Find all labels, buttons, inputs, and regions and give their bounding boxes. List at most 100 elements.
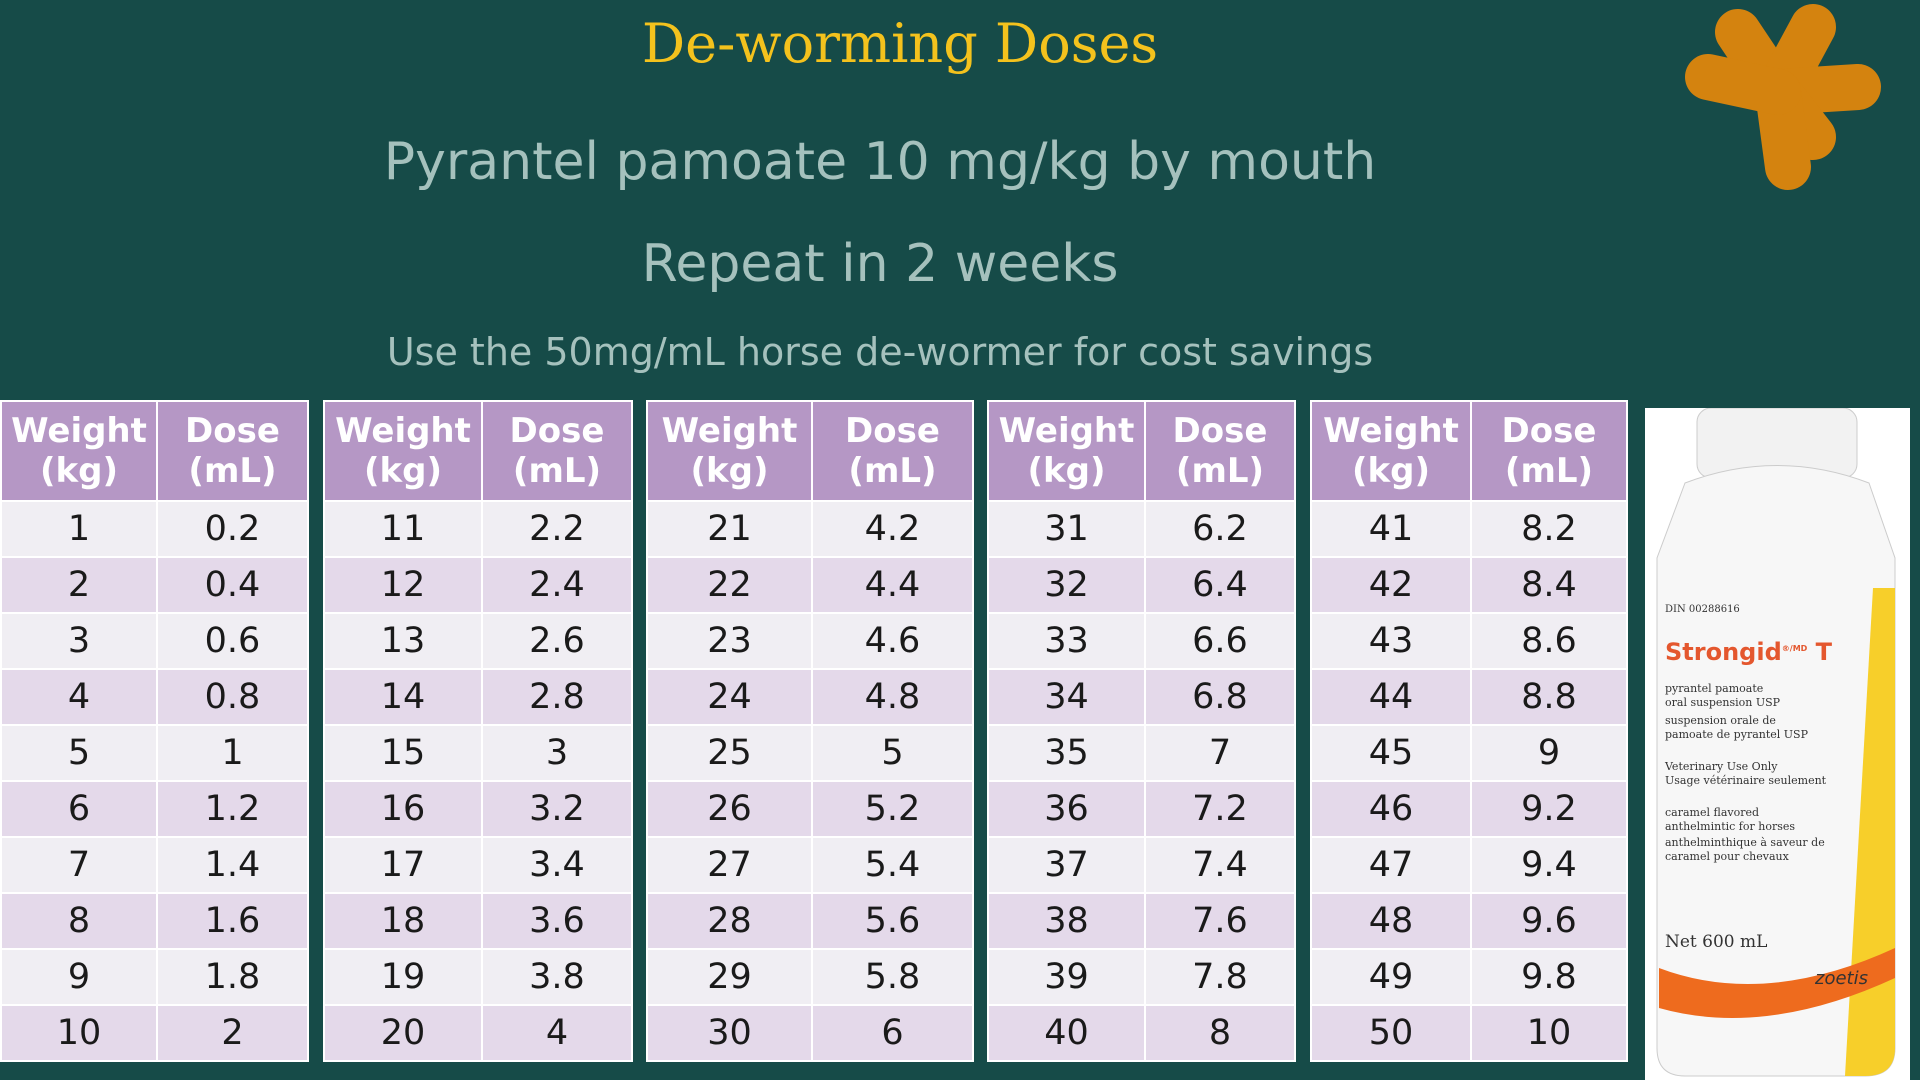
table-row: 42 8.4 — [1310, 556, 1628, 614]
table-row: 35 7 — [987, 724, 1296, 782]
table-row: 14 2.8 — [323, 668, 633, 726]
repeat-note: Repeat in 2 weeks — [641, 234, 1119, 294]
dose-cell: 3 — [481, 724, 633, 782]
table-row: 11 2.2 — [323, 500, 633, 558]
weight-cell: 36 — [987, 780, 1146, 838]
column-header: Weight (kg) — [1310, 400, 1472, 502]
table-row: 16 3.2 — [323, 780, 633, 838]
dose-cell: 5.6 — [811, 892, 974, 950]
dose-cell: 1.2 — [156, 780, 309, 838]
dose-cell: 3.4 — [481, 836, 633, 894]
asterisk-icon — [1685, 4, 1881, 190]
column-header: Dose (mL) — [156, 400, 309, 502]
dose-table: Weight (kg) Dose (mL) 31 6.2 32 6.4 33 6.6 34 6.8… — [987, 400, 1296, 1062]
label-line: pyrantel pamoate — [1665, 682, 1764, 695]
dose-cell: 8.8 — [1470, 668, 1628, 726]
dose-cell: 5.2 — [811, 780, 974, 838]
dose-cell: 7.2 — [1144, 780, 1296, 838]
table-row: 24 4.8 — [646, 668, 974, 726]
dose-cell: 4.2 — [811, 500, 974, 558]
dose-cell: 2.2 — [481, 500, 633, 558]
table-row: 44 8.8 — [1310, 668, 1628, 726]
dose-cell: 1 — [156, 724, 309, 782]
dose-cell: 7.4 — [1144, 836, 1296, 894]
net-volume: Net 600 mL — [1665, 932, 1768, 952]
table-row: 29 5.8 — [646, 948, 974, 1006]
dose-cell: 10 — [1470, 1004, 1628, 1062]
dose-cell: 2.8 — [481, 668, 633, 726]
weight-cell: 13 — [323, 612, 483, 670]
table-row: 23 4.6 — [646, 612, 974, 670]
header-row: Weight (kg) Dose (mL) — [0, 400, 309, 502]
table-row: 2 0.4 — [0, 556, 309, 614]
dose-table: Weight (kg) Dose (mL) 41 8.2 42 8.4 43 8.6 44 8.8… — [1310, 400, 1628, 1062]
weight-cell: 29 — [646, 948, 813, 1006]
table-row: 25 5 — [646, 724, 974, 782]
dose-cell: 4 — [481, 1004, 633, 1062]
dose-cell: 2.6 — [481, 612, 633, 670]
table-row: 3 0.6 — [0, 612, 309, 670]
weight-cell: 3 — [0, 612, 158, 670]
weight-cell: 33 — [987, 612, 1146, 670]
din: DIN 00288616 — [1665, 604, 1740, 615]
weight-cell: 43 — [1310, 612, 1472, 670]
dose-cell: 9.8 — [1470, 948, 1628, 1006]
table-row: 12 2.4 — [323, 556, 633, 614]
label-line: caramel flavored — [1665, 806, 1760, 819]
weight-cell: 37 — [987, 836, 1146, 894]
subtitle: Pyrantel pamoate 10 mg/kg by mouth — [383, 132, 1377, 192]
weight-cell: 9 — [0, 948, 158, 1006]
weight-cell: 4 — [0, 668, 158, 726]
table-row: 6 1.2 — [0, 780, 309, 838]
table-row: 19 3.8 — [323, 948, 633, 1006]
dose-cell: 5 — [811, 724, 974, 782]
label-line: Veterinary Use Only — [1665, 760, 1778, 773]
table-row: 41 8.2 — [1310, 500, 1628, 558]
table-row: 1 0.2 — [0, 500, 309, 558]
table-row: 49 9.8 — [1310, 948, 1628, 1006]
dose-cell: 5.8 — [811, 948, 974, 1006]
column-header: Dose (mL) — [481, 400, 633, 502]
dose-cell: 4.6 — [811, 612, 974, 670]
table-row: 36 7.2 — [987, 780, 1296, 838]
label-line: pamoate de pyrantel USP — [1665, 728, 1808, 741]
dose-cell: 9.2 — [1470, 780, 1628, 838]
table-row: 39 7.8 — [987, 948, 1296, 1006]
dose-cell: 6.8 — [1144, 668, 1296, 726]
table-row: 31 6.2 — [987, 500, 1296, 558]
dose-cell: 7.8 — [1144, 948, 1296, 1006]
weight-cell: 48 — [1310, 892, 1472, 950]
weight-cell: 31 — [987, 500, 1146, 558]
header-row: Weight (kg) Dose (mL) — [646, 400, 974, 502]
column-header: Weight (kg) — [646, 400, 813, 502]
dose-cell: 6 — [811, 1004, 974, 1062]
label-line: Usage vétérinaire seulement — [1665, 774, 1827, 787]
weight-cell: 30 — [646, 1004, 813, 1062]
weight-cell: 7 — [0, 836, 158, 894]
table-row: 40 8 — [987, 1004, 1296, 1062]
weight-cell: 32 — [987, 556, 1146, 614]
column-header: Dose (mL) — [811, 400, 974, 502]
weight-cell: 34 — [987, 668, 1146, 726]
dose-cell: 2 — [156, 1004, 309, 1062]
weight-cell: 17 — [323, 836, 483, 894]
table-row: 8 1.6 — [0, 892, 309, 950]
dose-cell: 8 — [1144, 1004, 1296, 1062]
table-row: 22 4.4 — [646, 556, 974, 614]
dose-cell: 3.2 — [481, 780, 633, 838]
table-row: 48 9.6 — [1310, 892, 1628, 950]
column-header: Dose (mL) — [1144, 400, 1296, 502]
weight-cell: 46 — [1310, 780, 1472, 838]
table-row: 30 6 — [646, 1004, 974, 1062]
table-row: 15 3 — [323, 724, 633, 782]
weight-cell: 38 — [987, 892, 1146, 950]
product-bottle: DIN 00288616 Strongid®/MD T pyrantel pam… — [1645, 408, 1910, 1080]
dose-cell: 4.8 — [811, 668, 974, 726]
dose-cell: 9.4 — [1470, 836, 1628, 894]
label-line: anthelmintic for horses — [1665, 820, 1796, 833]
dose-table: Weight (kg) Dose (mL) 11 2.2 12 2.4 13 2.6 14 2.8… — [323, 400, 633, 1062]
weight-cell: 6 — [0, 780, 158, 838]
title: De-worming Doses — [641, 12, 1159, 75]
weight-cell: 50 — [1310, 1004, 1472, 1062]
